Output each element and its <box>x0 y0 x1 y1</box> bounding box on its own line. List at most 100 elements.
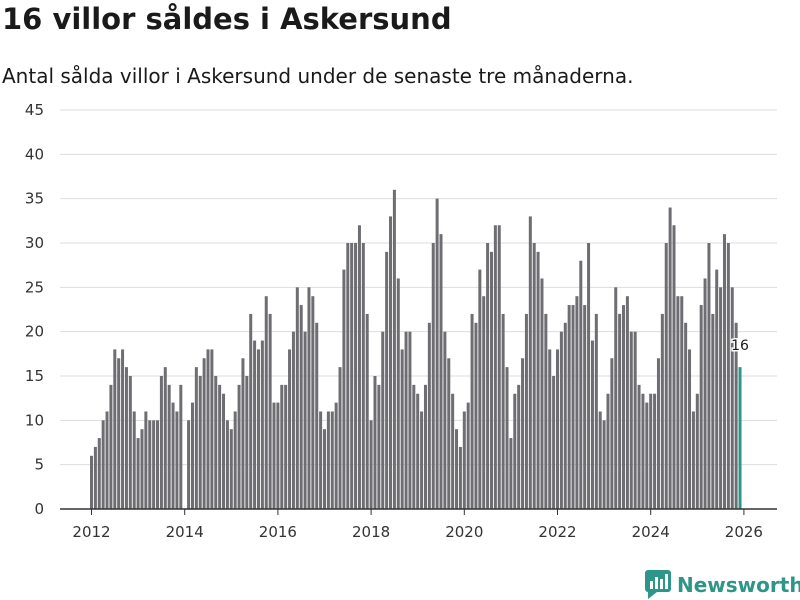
bar-69 <box>357 225 361 509</box>
bar-35 <box>225 420 229 509</box>
bar-144 <box>649 393 653 509</box>
bar-159 <box>707 243 711 509</box>
axes <box>60 508 777 515</box>
y-tick-label-15: 15 <box>25 367 44 385</box>
bar-114 <box>532 243 536 509</box>
bar-74 <box>377 384 381 509</box>
bar-107 <box>505 367 509 509</box>
chart-subtitle: Antal sålda villor i Askersund under de … <box>2 64 634 88</box>
bar-27 <box>194 367 198 509</box>
bar-51 <box>288 349 292 509</box>
y-tick-label-20: 20 <box>25 323 44 341</box>
bar-36 <box>229 429 233 509</box>
bar-161 <box>715 269 719 509</box>
bar-1 <box>93 446 97 509</box>
bar-158 <box>703 278 707 509</box>
chart-title: 16 villor såldes i Askersund <box>2 2 452 36</box>
bar-10 <box>128 376 132 509</box>
bar-121 <box>559 331 563 509</box>
bar-125 <box>575 296 579 509</box>
bar-39 <box>241 358 245 509</box>
last-value-label: 16 <box>731 338 749 354</box>
bar-79 <box>396 278 400 509</box>
y-tick-label-5: 5 <box>34 456 44 474</box>
bar-119 <box>552 376 556 509</box>
bar-33 <box>218 384 222 509</box>
x-tick-label-2026: 2026 <box>725 523 763 541</box>
bar-97 <box>466 402 470 509</box>
y-tick-label-35: 35 <box>25 190 44 208</box>
bar-8 <box>121 349 125 509</box>
bar-16 <box>152 420 156 509</box>
bar-115 <box>536 251 540 509</box>
x-tick-label-2022: 2022 <box>538 523 576 541</box>
bar-127 <box>583 305 587 509</box>
bar-29 <box>202 358 206 509</box>
bar-84 <box>416 393 420 509</box>
brand-logo: Newsworthy <box>645 570 800 600</box>
bar-34 <box>222 393 226 509</box>
bar-118 <box>548 349 552 509</box>
bar-130 <box>594 313 598 509</box>
bar-23 <box>179 384 183 509</box>
bar-116 <box>540 278 544 509</box>
y-tick-label-25: 25 <box>25 278 44 296</box>
bar-100 <box>478 269 482 509</box>
bar-153 <box>684 322 688 509</box>
bar-133 <box>606 393 610 509</box>
bar-46 <box>268 313 272 509</box>
bar-9 <box>124 367 128 509</box>
bar-37 <box>233 411 237 509</box>
bar-142 <box>641 393 645 509</box>
x-tick-label-2014: 2014 <box>166 523 204 541</box>
bar-160 <box>711 313 715 509</box>
bar-38 <box>237 384 241 509</box>
bar-6 <box>113 349 117 509</box>
bar-50 <box>284 384 288 509</box>
bar-67 <box>350 243 354 509</box>
bar-139 <box>629 331 633 509</box>
bar-152 <box>680 296 684 509</box>
bar-92 <box>447 358 451 509</box>
bar-58 <box>315 322 319 509</box>
bar-66 <box>346 243 350 509</box>
bar-112 <box>524 313 528 509</box>
bar-47 <box>272 402 276 509</box>
bar-154 <box>688 349 692 509</box>
bar-148 <box>664 243 668 509</box>
bar-7 <box>117 358 121 509</box>
bar-138 <box>625 296 629 509</box>
bar-17 <box>156 420 160 509</box>
y-tick-label-0: 0 <box>34 500 44 518</box>
bar-40 <box>245 376 249 509</box>
bar-22 <box>175 411 179 509</box>
bar-31 <box>210 349 214 509</box>
bar-73 <box>373 376 377 509</box>
bar-122 <box>563 322 567 509</box>
newsworthy-logo-icon <box>645 570 671 599</box>
bar-43 <box>256 349 260 509</box>
bar-156 <box>695 393 699 509</box>
bar-164 <box>726 243 730 509</box>
bar-78 <box>392 189 396 510</box>
bar-88 <box>431 243 435 509</box>
bar-42 <box>253 340 257 509</box>
bar-41 <box>249 313 253 509</box>
bar-52 <box>291 331 295 509</box>
bar-75 <box>381 331 385 509</box>
bar-120 <box>556 349 559 509</box>
bar-57 <box>311 296 315 509</box>
bar-163 <box>722 234 726 509</box>
bar-20 <box>167 384 171 509</box>
bar-65 <box>342 269 346 509</box>
bar-131 <box>598 411 602 509</box>
bar-165 <box>730 287 734 509</box>
bar-3 <box>101 420 105 509</box>
bar-68 <box>354 243 358 509</box>
bar-135 <box>614 287 618 509</box>
bar-2 <box>97 438 101 509</box>
bar-26 <box>190 402 194 509</box>
bar-19 <box>163 367 167 509</box>
y-tick-label-30: 30 <box>25 234 44 252</box>
